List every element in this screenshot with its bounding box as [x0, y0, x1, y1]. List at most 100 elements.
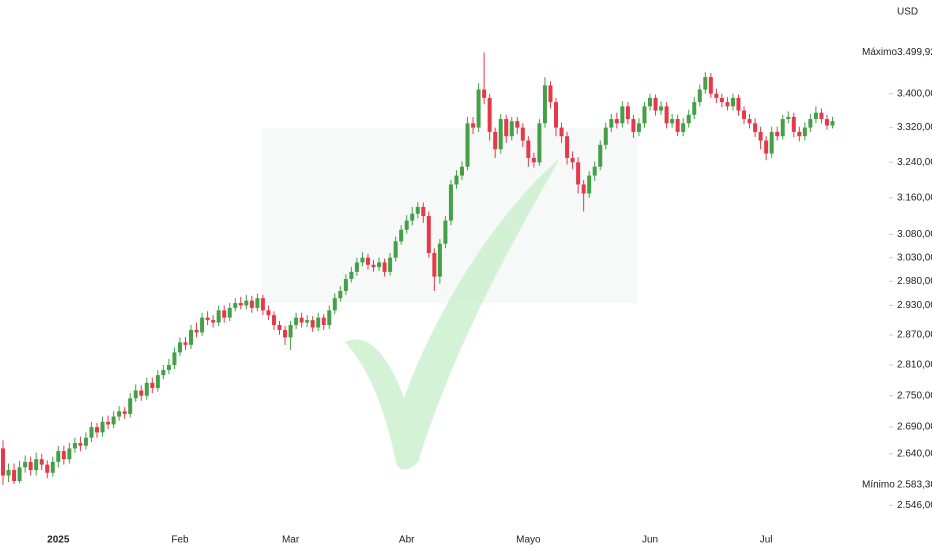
- x-tick-label: Jul: [760, 535, 773, 546]
- candle-body: [813, 112, 818, 120]
- candle-body: [316, 317, 321, 328]
- candle-body: [443, 220, 448, 244]
- x-tick-label: Jun: [642, 535, 658, 546]
- y-tick-label: 3.160,00: [897, 193, 932, 204]
- candle-body: [609, 119, 614, 128]
- candle-body: [288, 325, 293, 338]
- candle-body: [476, 89, 481, 128]
- candle-body: [636, 123, 641, 132]
- candle-body: [824, 119, 829, 126]
- candle-body: [747, 119, 752, 124]
- candle-body: [648, 97, 653, 107]
- candle-body: [144, 382, 149, 396]
- candle-body: [50, 461, 55, 473]
- candle-body: [100, 421, 105, 433]
- candle-body: [349, 271, 354, 279]
- candle-body: [216, 310, 221, 323]
- y-tick-label: 3.320,00: [897, 122, 932, 133]
- y-tick-label: 2.870,00: [897, 330, 932, 341]
- candle-body: [1, 448, 5, 476]
- candle-body: [625, 106, 630, 120]
- candle-body: [592, 166, 597, 176]
- candle-body: [487, 97, 492, 132]
- candle-body: [150, 382, 155, 388]
- candle-body: [283, 329, 288, 338]
- candle-body: [56, 451, 61, 462]
- candle-body: [797, 131, 802, 137]
- candle-body: [432, 253, 437, 277]
- candle-body: [277, 325, 282, 330]
- candle-body: [172, 352, 177, 365]
- candle-body: [681, 123, 686, 132]
- candle-body: [642, 106, 647, 124]
- candle-body: [437, 243, 442, 277]
- watermark-check: [345, 158, 560, 470]
- candle-body: [194, 329, 199, 333]
- candle-body: [343, 278, 348, 291]
- candle-body: [719, 97, 724, 103]
- candle-body: [686, 114, 691, 124]
- candle-body: [393, 241, 398, 258]
- candle-body: [249, 300, 254, 308]
- candle-body: [736, 97, 741, 111]
- candle-body: [819, 112, 824, 120]
- y-tick-label: 2.930,00: [897, 300, 932, 311]
- y-tick-label: 3.080,00: [897, 229, 932, 240]
- candle-body: [23, 461, 28, 468]
- y-tick-label: 2.640,00: [897, 448, 932, 459]
- candle-body: [758, 131, 763, 141]
- candle-body: [271, 315, 276, 326]
- candle-body: [177, 342, 182, 353]
- candle-body: [830, 121, 835, 126]
- candle-body: [786, 116, 791, 120]
- candle-body: [493, 131, 498, 150]
- candle-body: [238, 303, 243, 306]
- candle-body: [620, 106, 625, 124]
- candle-body: [542, 85, 547, 124]
- candle-body: [742, 110, 747, 120]
- candle-body: [692, 102, 697, 115]
- candle-body: [697, 89, 702, 103]
- candle-body: [764, 140, 769, 154]
- y-tick-label: 3.240,00: [897, 157, 932, 168]
- candle-body: [714, 93, 719, 98]
- candle-body: [753, 123, 758, 132]
- candle-body: [72, 443, 77, 449]
- candle-body: [808, 119, 813, 128]
- candle-body: [377, 262, 382, 268]
- candle-body: [360, 257, 365, 263]
- candle-body: [531, 157, 536, 163]
- candle-body: [482, 89, 487, 98]
- candle-body: [17, 467, 22, 482]
- candle-body: [111, 416, 116, 425]
- candle-body: [222, 310, 227, 318]
- candle-body: [365, 257, 370, 265]
- candle-body: [576, 162, 581, 185]
- x-tick-label: Mar: [282, 535, 300, 546]
- candle-body: [388, 257, 393, 272]
- candle-body: [587, 175, 592, 194]
- candle-body: [255, 298, 260, 308]
- axis-unit: USD: [897, 7, 918, 18]
- candle-body: [6, 470, 11, 476]
- candle-body: [791, 116, 796, 132]
- candle-body: [122, 411, 127, 414]
- candle-body: [675, 119, 680, 132]
- candle-body: [410, 213, 415, 221]
- candle-body: [780, 119, 785, 137]
- y-tick-label: 3.030,00: [897, 252, 932, 263]
- candle-body: [133, 390, 138, 399]
- candle-body: [730, 97, 735, 107]
- candle-body: [670, 119, 675, 124]
- candle-body: [614, 119, 619, 124]
- candle-body: [775, 131, 780, 137]
- candle-body: [570, 157, 575, 163]
- candle-body: [321, 317, 326, 326]
- candle-body: [382, 262, 387, 272]
- y-tick-label: 2.546,00: [897, 500, 932, 511]
- candle-body: [515, 121, 520, 128]
- candle-body: [260, 298, 265, 311]
- candle-body: [725, 102, 730, 107]
- candle-body: [565, 136, 570, 158]
- candle-body: [227, 307, 232, 318]
